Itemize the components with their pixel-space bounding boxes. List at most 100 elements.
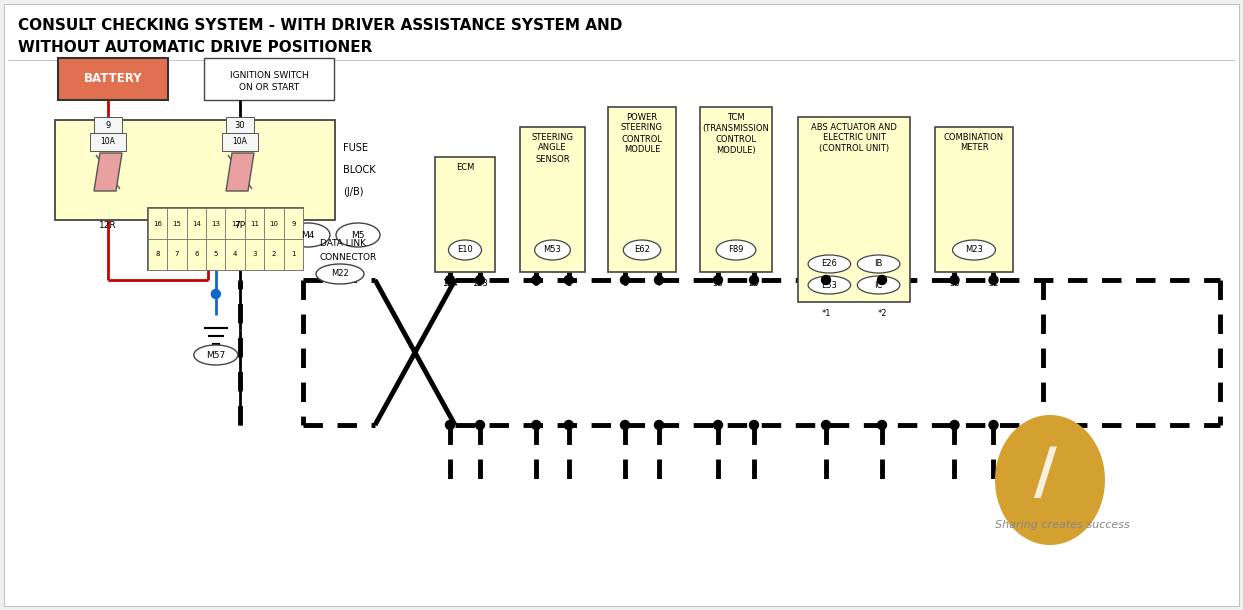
Bar (186, 239, 206, 270)
Ellipse shape (952, 240, 996, 260)
Ellipse shape (194, 345, 237, 365)
Ellipse shape (445, 276, 455, 284)
Bar (245, 239, 265, 270)
Text: E10: E10 (457, 245, 472, 254)
Ellipse shape (950, 276, 960, 284)
Text: 8: 8 (623, 279, 628, 289)
Text: 10A: 10A (101, 137, 116, 146)
Text: 11: 11 (250, 220, 259, 226)
Bar (94, 117, 122, 133)
Ellipse shape (713, 276, 722, 284)
Text: IGNITION SWITCH: IGNITION SWITCH (230, 71, 308, 79)
Text: FUSE: FUSE (343, 143, 368, 153)
Ellipse shape (655, 276, 664, 284)
Text: CONSULT CHECKING SYSTEM - WITH DRIVER ASSISTANCE SYSTEM AND: CONSULT CHECKING SYSTEM - WITH DRIVER AS… (17, 18, 623, 32)
Bar (226, 117, 254, 133)
Text: 12: 12 (231, 220, 240, 226)
Text: 30: 30 (235, 121, 245, 129)
Bar (206, 208, 225, 239)
Bar (222, 133, 259, 151)
Ellipse shape (750, 276, 758, 284)
Bar (608, 107, 676, 272)
Text: MODULE: MODULE (624, 146, 660, 154)
Text: 14: 14 (191, 220, 201, 226)
Ellipse shape (994, 415, 1105, 545)
Text: 8: 8 (155, 251, 160, 257)
Text: M23: M23 (965, 245, 983, 254)
Bar (245, 208, 265, 239)
Ellipse shape (476, 276, 485, 284)
Text: ANGLE: ANGLE (538, 143, 567, 152)
Ellipse shape (858, 255, 900, 273)
Ellipse shape (716, 240, 756, 260)
Text: E53: E53 (822, 281, 838, 290)
Text: METER: METER (960, 143, 988, 152)
Text: 13: 13 (211, 220, 220, 226)
Text: 7P: 7P (235, 220, 246, 229)
Text: STEERING: STEERING (622, 123, 663, 132)
Bar (55, 120, 336, 220)
Text: ON OR START: ON OR START (239, 82, 300, 92)
Ellipse shape (316, 264, 364, 284)
Bar (798, 117, 910, 302)
Text: 5: 5 (214, 251, 218, 257)
Ellipse shape (655, 420, 664, 429)
Text: 124: 124 (443, 279, 457, 289)
Bar (225, 239, 245, 270)
Text: F89: F89 (728, 245, 743, 254)
Text: 2: 2 (272, 251, 276, 257)
Text: DATA LINK: DATA LINK (319, 240, 365, 248)
Text: 7: 7 (175, 251, 179, 257)
Bar (283, 239, 303, 270)
Text: ELECTRIC UNIT: ELECTRIC UNIT (823, 134, 885, 143)
Bar (935, 127, 1013, 272)
Text: BATTERY: BATTERY (83, 73, 142, 85)
Bar (283, 208, 303, 239)
Text: 2: 2 (566, 279, 572, 289)
Ellipse shape (808, 276, 850, 294)
Ellipse shape (623, 240, 661, 260)
Ellipse shape (878, 276, 886, 284)
Text: 7: 7 (656, 279, 661, 289)
Text: 9: 9 (106, 121, 111, 129)
Text: COMBINATION: COMBINATION (943, 132, 1004, 142)
Text: 5: 5 (533, 279, 539, 289)
Polygon shape (226, 153, 254, 191)
Text: M53: M53 (543, 245, 562, 254)
Text: STEERING: STEERING (532, 132, 573, 142)
Bar (435, 157, 495, 272)
Bar (58, 58, 168, 100)
Text: ECM: ECM (456, 162, 474, 171)
Text: CONTROL: CONTROL (716, 134, 757, 143)
Text: E62: E62 (634, 245, 650, 254)
Bar (168, 208, 186, 239)
Text: 3: 3 (252, 251, 257, 257)
Text: 12R: 12R (99, 220, 117, 229)
Ellipse shape (336, 223, 380, 247)
Text: 10: 10 (270, 220, 278, 226)
Ellipse shape (286, 223, 329, 247)
Text: 53: 53 (950, 279, 960, 289)
Text: /: / (1034, 445, 1057, 505)
Bar (89, 133, 126, 151)
Bar (700, 107, 772, 272)
Ellipse shape (445, 420, 455, 429)
Text: (CONTROL UNIT): (CONTROL UNIT) (819, 145, 889, 154)
Ellipse shape (989, 276, 998, 284)
Bar (206, 239, 225, 270)
Text: TCM: TCM (727, 112, 745, 121)
Bar (168, 239, 186, 270)
Ellipse shape (211, 290, 220, 298)
Text: 6: 6 (194, 251, 199, 257)
Ellipse shape (750, 420, 758, 429)
Text: ABS ACTUATOR AND: ABS ACTUATOR AND (812, 123, 897, 132)
Text: SENSOR: SENSOR (536, 154, 569, 163)
Ellipse shape (564, 276, 573, 284)
Ellipse shape (532, 420, 541, 429)
Ellipse shape (822, 276, 830, 284)
Text: M22: M22 (331, 270, 349, 279)
Text: IC: IC (875, 281, 883, 290)
Text: E26: E26 (822, 259, 838, 268)
Text: 10A: 10A (232, 137, 247, 146)
Ellipse shape (564, 420, 573, 429)
